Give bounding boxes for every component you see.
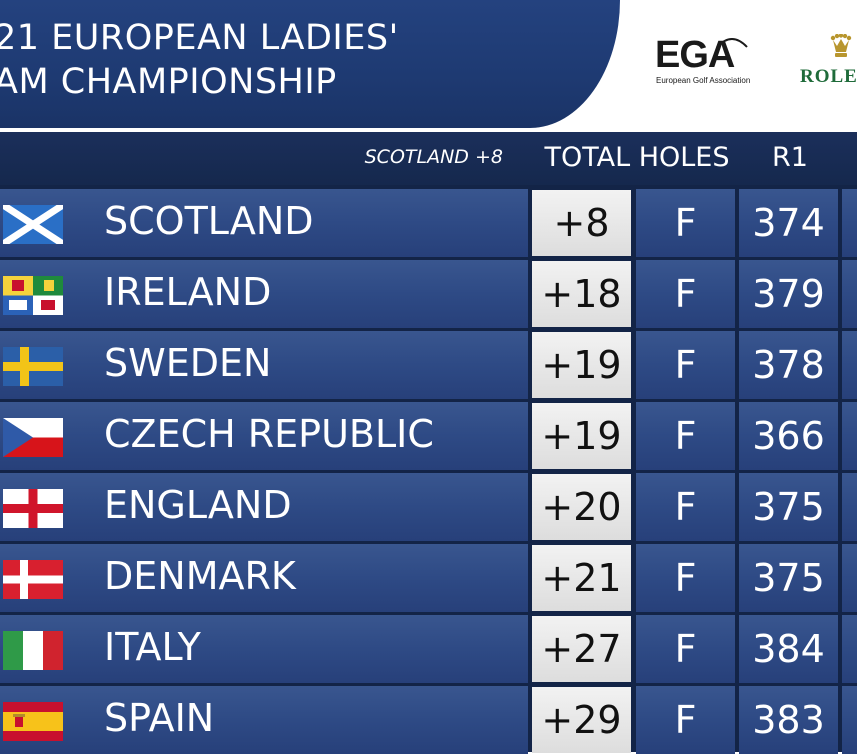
total-score: +19 <box>532 332 631 398</box>
table-row: SWEDEN +19 F 378 <box>0 331 857 399</box>
ega-logo-tagline: European Golf Association <box>656 76 751 85</box>
crown-icon <box>830 34 852 57</box>
holes-status: F <box>636 260 735 328</box>
leaderboard: SCOTLAND +8 TOTAL HOLES R1 SCOTLAND +8 F… <box>0 132 857 754</box>
team-cell: ITALY <box>0 615 528 683</box>
ega-arc-icon <box>716 38 748 48</box>
spain-flag-icon <box>3 702 63 741</box>
italy-flag-icon <box>3 631 63 670</box>
team-cell: ENGLAND <box>0 473 528 541</box>
table-row: DENMARK +21 F 375 <box>0 544 857 612</box>
table-row: CZECH REPUBLIC +19 F 366 <box>0 402 857 470</box>
denmark-flag-icon <box>3 560 63 599</box>
total-score: +19 <box>532 403 631 469</box>
team-name: CZECH REPUBLIC <box>104 412 434 456</box>
total-score: +27 <box>532 616 631 682</box>
england-flag-icon <box>3 489 63 528</box>
team-cell: SCOTLAND <box>0 189 528 257</box>
leader-summary: SCOTLAND +8 <box>364 146 503 168</box>
leaderboard-header: SCOTLAND +8 TOTAL HOLES R1 <box>0 132 857 185</box>
team-name: ENGLAND <box>104 483 292 527</box>
team-cell: DENMARK <box>0 544 528 612</box>
table-row: SPAIN +29 F 383 <box>0 686 857 754</box>
team-name: SWEDEN <box>104 341 272 385</box>
ireland-flag-icon <box>3 276 63 315</box>
next-column-cell <box>842 473 857 541</box>
ega-logo-text: EGA <box>655 34 735 76</box>
page-title-line-1: 21 EUROPEAN LADIES' <box>0 18 399 58</box>
sponsor-logos: EGA European Golf Association ROLE <box>652 24 857 102</box>
next-column-cell <box>842 189 857 257</box>
round-1-score: 383 <box>739 686 838 754</box>
team-name: SPAIN <box>104 696 215 740</box>
total-score: +18 <box>532 261 631 327</box>
holes-status: F <box>636 473 735 541</box>
next-column-cell <box>842 615 857 683</box>
team-cell: SPAIN <box>0 686 528 754</box>
holes-status: F <box>636 544 735 612</box>
next-column-cell <box>842 260 857 328</box>
round-1-score: 378 <box>739 331 838 399</box>
round-1-score: 374 <box>739 189 838 257</box>
title-banner: 21 EUROPEAN LADIES' AM CHAMPIONSHIP <box>0 0 620 128</box>
holes-status: F <box>636 686 735 754</box>
page-title-line-2: AM CHAMPIONSHIP <box>0 62 337 102</box>
total-score: +8 <box>532 190 631 256</box>
round-1-score: 379 <box>739 260 838 328</box>
total-score: +21 <box>532 545 631 611</box>
round-1-score: 366 <box>739 402 838 470</box>
column-header-total-holes: TOTAL HOLES <box>544 142 730 173</box>
holes-status: F <box>636 402 735 470</box>
table-row: IRELAND +18 F 379 <box>0 260 857 328</box>
team-cell: CZECH REPUBLIC <box>0 402 528 470</box>
round-1-score: 375 <box>739 473 838 541</box>
holes-status: F <box>636 189 735 257</box>
holes-status: F <box>636 331 735 399</box>
round-1-score: 384 <box>739 615 838 683</box>
team-name: DENMARK <box>104 554 296 598</box>
team-name: IRELAND <box>104 270 272 314</box>
holes-status: F <box>636 615 735 683</box>
table-row: ITALY +27 F 384 <box>0 615 857 683</box>
team-cell: SWEDEN <box>0 331 528 399</box>
sweden-flag-icon <box>3 347 63 386</box>
czech-republic-flag-icon <box>3 418 63 457</box>
team-name: ITALY <box>104 625 201 669</box>
scotland-flag-icon <box>3 205 63 244</box>
table-row: SCOTLAND +8 F 374 <box>0 189 857 257</box>
team-name: SCOTLAND <box>104 199 314 243</box>
ega-logo: EGA European Golf Association <box>655 34 755 94</box>
next-column-cell <box>842 331 857 399</box>
rolex-logo-text: ROLE <box>800 66 857 87</box>
column-header-r1: R1 <box>772 142 808 173</box>
total-score: +20 <box>532 474 631 540</box>
table-row: ENGLAND +20 F 375 <box>0 473 857 541</box>
next-column-cell <box>842 544 857 612</box>
team-cell: IRELAND <box>0 260 528 328</box>
round-1-score: 375 <box>739 544 838 612</box>
next-column-cell <box>842 686 857 754</box>
total-score: +29 <box>532 687 631 753</box>
rolex-logo: ROLE <box>800 34 857 94</box>
next-column-cell <box>842 402 857 470</box>
